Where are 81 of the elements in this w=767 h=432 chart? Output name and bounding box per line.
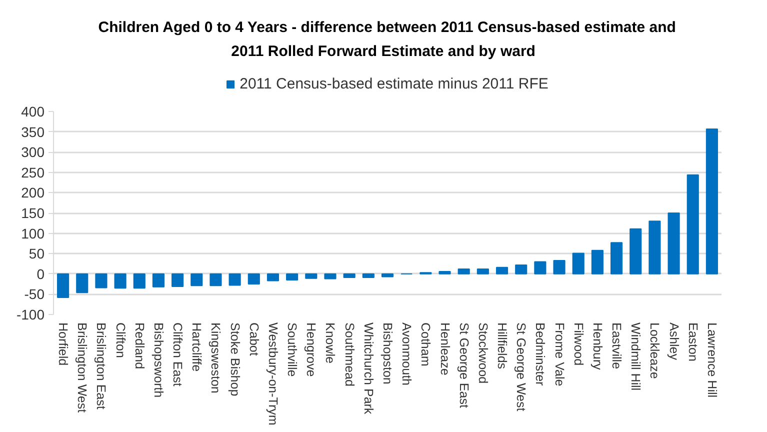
bar (534, 261, 546, 274)
bar (706, 128, 718, 274)
bar (381, 273, 394, 278)
x-tick-label: Easton (686, 322, 700, 362)
x-tick-label: Kingsweston (208, 322, 223, 394)
chart-title: Children Aged 0 to 4 Years - difference between 2011 Census-based estimate and 2011 Rolled Forward Estimate and by ward (98, 19, 676, 60)
bar (610, 242, 623, 274)
x-tick-label: St George West (514, 322, 528, 412)
bar (152, 273, 165, 288)
legend-label: 2011 Census-based estimate minus 2011 RFE (240, 76, 548, 92)
bar (76, 273, 88, 294)
x-tick-label: Bishopsworth (151, 322, 166, 398)
y-tick-label: -50 (24, 286, 45, 302)
x-tick-label: Stockwood (476, 322, 490, 384)
bar (572, 252, 584, 274)
bar (515, 264, 528, 274)
bar (95, 273, 108, 288)
x-tick-label: Brislington West (75, 322, 90, 414)
y-tick-label: 150 (21, 205, 45, 221)
bar (553, 260, 566, 274)
x-tick-label: Clifton (113, 322, 128, 358)
bar (133, 273, 146, 289)
x-tick-label: Hartcliffe (190, 322, 204, 372)
bar (630, 228, 642, 274)
bar (476, 268, 489, 274)
bar (228, 273, 241, 286)
bar (210, 273, 222, 286)
x-tick-label: Stoke Bishop (228, 322, 242, 396)
x-tick-label: Cotham (418, 322, 433, 366)
x-tick-label: Bishopston (380, 322, 394, 384)
x-tick-label: Clifton East (170, 322, 185, 387)
y-tick-label: 300 (21, 144, 45, 160)
y-tick-label: 0 (36, 266, 45, 282)
bar (190, 273, 203, 286)
x-tick-label: Brislington East (94, 322, 108, 410)
x-tick-label: Whitchurch Park (361, 322, 376, 415)
x-tick-label: Lawrence Hill (704, 322, 719, 398)
bar (668, 212, 680, 274)
y-tick-label: 50 (28, 246, 45, 262)
bar (496, 266, 508, 274)
y-tick-label: 200 (21, 184, 45, 201)
bar (266, 273, 280, 282)
x-tick-label: Hengrove (304, 322, 318, 377)
bar (686, 174, 699, 274)
bar (648, 220, 661, 274)
x-tick-label: Knowle (323, 322, 338, 364)
bar (286, 273, 298, 280)
x-tick-label: Avonmouth (400, 322, 414, 386)
x-tick-label: Bedminster (533, 322, 548, 386)
x-tick-label: Cabot (246, 322, 261, 356)
x-tick-label: St George East (456, 322, 471, 408)
x-tick-label: Horfield (56, 322, 70, 366)
bar (362, 273, 374, 278)
bar (114, 273, 126, 289)
bar (324, 273, 336, 280)
x-tick-label: Southville (285, 322, 300, 377)
bar (248, 273, 260, 285)
y-tick-label: 400 (21, 104, 45, 120)
bar (57, 273, 70, 298)
bar (458, 268, 470, 274)
x-tick-label: Windmill Hill (628, 322, 643, 391)
x-tick-label: Henbury (590, 322, 604, 370)
y-tick-label: -100 (16, 306, 45, 322)
x-tick-label: Hillfields (495, 322, 510, 370)
y-tick-label: 250 (21, 164, 45, 180)
x-tick-label: Southmead (342, 322, 356, 386)
y-tick-label: 100 (21, 225, 45, 242)
bar (305, 273, 318, 279)
bar (591, 250, 604, 274)
x-tick-label: Lockleaze (648, 322, 662, 379)
x-tick-label: Ashley (666, 322, 681, 361)
y-tick-label: 350 (21, 124, 45, 140)
x-tick-label: Eastville (610, 322, 624, 370)
x-tick-label: Westbury-on-Trym (266, 322, 280, 426)
x-tick-label: Filwood (571, 322, 586, 366)
bar (438, 270, 451, 274)
bar (172, 273, 184, 287)
x-tick-label: Frome Vale (552, 322, 566, 386)
x-tick-label: Redland (132, 322, 146, 370)
x-tick-label: Henleaze (438, 322, 452, 376)
bar (343, 273, 356, 278)
